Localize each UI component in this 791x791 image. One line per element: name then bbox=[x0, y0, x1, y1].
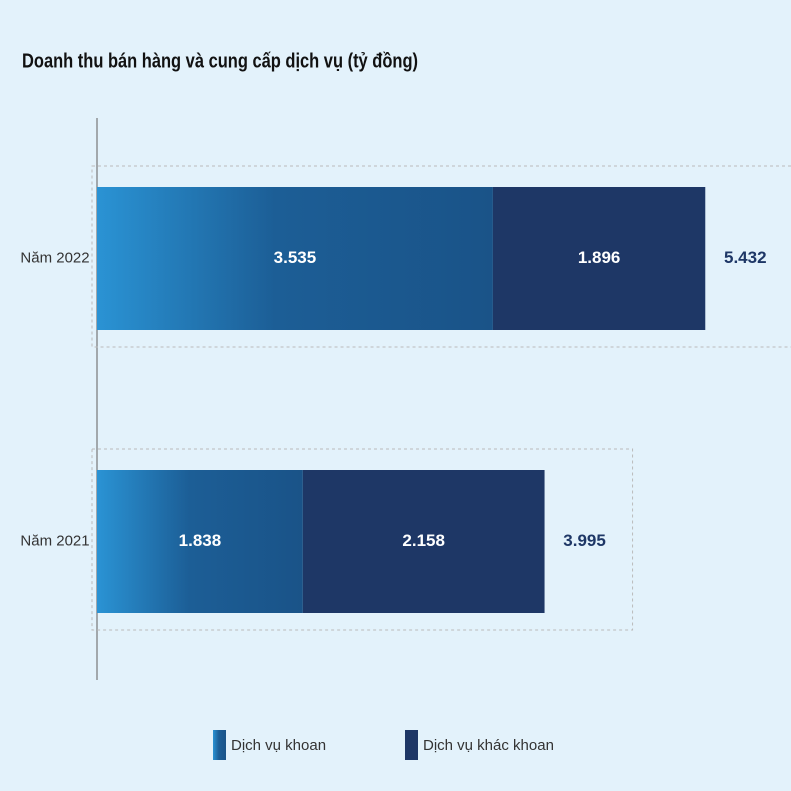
chart-title: Doanh thu bán hàng và cung cấp dịch vụ (… bbox=[22, 50, 418, 72]
legend-label: Dịch vụ khác khoan bbox=[423, 737, 554, 754]
value-label: 3.535 bbox=[274, 248, 317, 267]
dotted-frame bbox=[91, 165, 791, 348]
bar-segment bbox=[97, 470, 303, 613]
bar-segment bbox=[97, 187, 493, 330]
category-label: Năm 2021 bbox=[20, 532, 89, 549]
total-label: 5.432 bbox=[724, 248, 767, 267]
bar-segment bbox=[492, 187, 706, 330]
value-label: 2.158 bbox=[402, 531, 445, 550]
category-label: Năm 2022 bbox=[20, 249, 89, 266]
value-label: 1.896 bbox=[578, 248, 621, 267]
legend-label: Dịch vụ khoan bbox=[231, 737, 326, 754]
legend-swatch bbox=[405, 730, 418, 760]
dotted-frame bbox=[91, 448, 634, 631]
bar-segment bbox=[302, 470, 545, 613]
value-label: 1.838 bbox=[179, 531, 222, 550]
legend-swatch bbox=[213, 730, 226, 760]
total-label: 3.995 bbox=[563, 531, 606, 550]
